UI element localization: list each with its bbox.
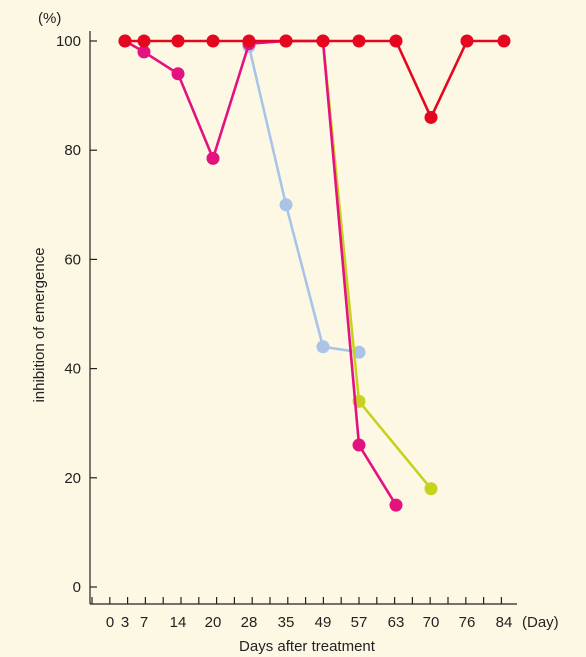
- data-point: [389, 34, 403, 48]
- y-unit-label: (%): [38, 10, 61, 27]
- x-tick-label: 63: [388, 614, 405, 631]
- data-point: [118, 34, 132, 48]
- data-point: [171, 67, 185, 81]
- data-point: [424, 482, 438, 496]
- series-1: [316, 34, 438, 496]
- data-point: [389, 498, 403, 512]
- data-point: [242, 34, 256, 48]
- data-point: [316, 340, 330, 354]
- x-tick-label: 70: [423, 614, 440, 631]
- x-tick-label: 49: [315, 614, 332, 631]
- data-point: [352, 34, 366, 48]
- x-tick-label: 0: [106, 614, 114, 631]
- data-point: [279, 198, 293, 212]
- data-point: [460, 34, 474, 48]
- y-tick-label: 20: [64, 470, 81, 487]
- y-tick-label: 80: [64, 142, 81, 159]
- data-point: [497, 34, 511, 48]
- series-2: [118, 34, 403, 512]
- data-point: [352, 345, 366, 359]
- x-tick-label: 20: [205, 614, 222, 631]
- x-unit-label: (Day): [522, 614, 559, 631]
- data-point: [137, 45, 151, 59]
- y-tick-label: 60: [64, 251, 81, 268]
- data-point: [352, 438, 366, 452]
- x-tick-label: 28: [241, 614, 258, 631]
- data-point: [206, 34, 220, 48]
- series-line: [125, 39, 504, 119]
- data-point: [316, 34, 330, 48]
- x-tick-label: 76: [459, 614, 476, 631]
- y-tick-label: 100: [56, 33, 81, 50]
- x-tick-label: 57: [351, 614, 368, 631]
- data-point: [424, 110, 438, 124]
- x-tick-label: 35: [278, 614, 295, 631]
- series-line: [247, 46, 360, 354]
- data-point: [171, 34, 185, 48]
- x-tick-label: 3: [121, 614, 129, 631]
- x-axis-title: Days after treatment: [239, 638, 376, 655]
- y-tick-label: 0: [73, 579, 81, 596]
- data-point: [279, 34, 293, 48]
- series-3: [118, 34, 511, 124]
- series-layer: [118, 34, 511, 512]
- series-line: [124, 39, 398, 506]
- x-tick-label: 84: [496, 614, 513, 631]
- series-line: [321, 40, 433, 490]
- y-tick-label: 40: [64, 361, 81, 378]
- y-axis-title: inhibition of emergence: [31, 247, 48, 402]
- data-point: [206, 151, 220, 165]
- x-tick-label: 14: [170, 614, 187, 631]
- x-tick-label: 7: [140, 614, 148, 631]
- data-point: [137, 34, 151, 48]
